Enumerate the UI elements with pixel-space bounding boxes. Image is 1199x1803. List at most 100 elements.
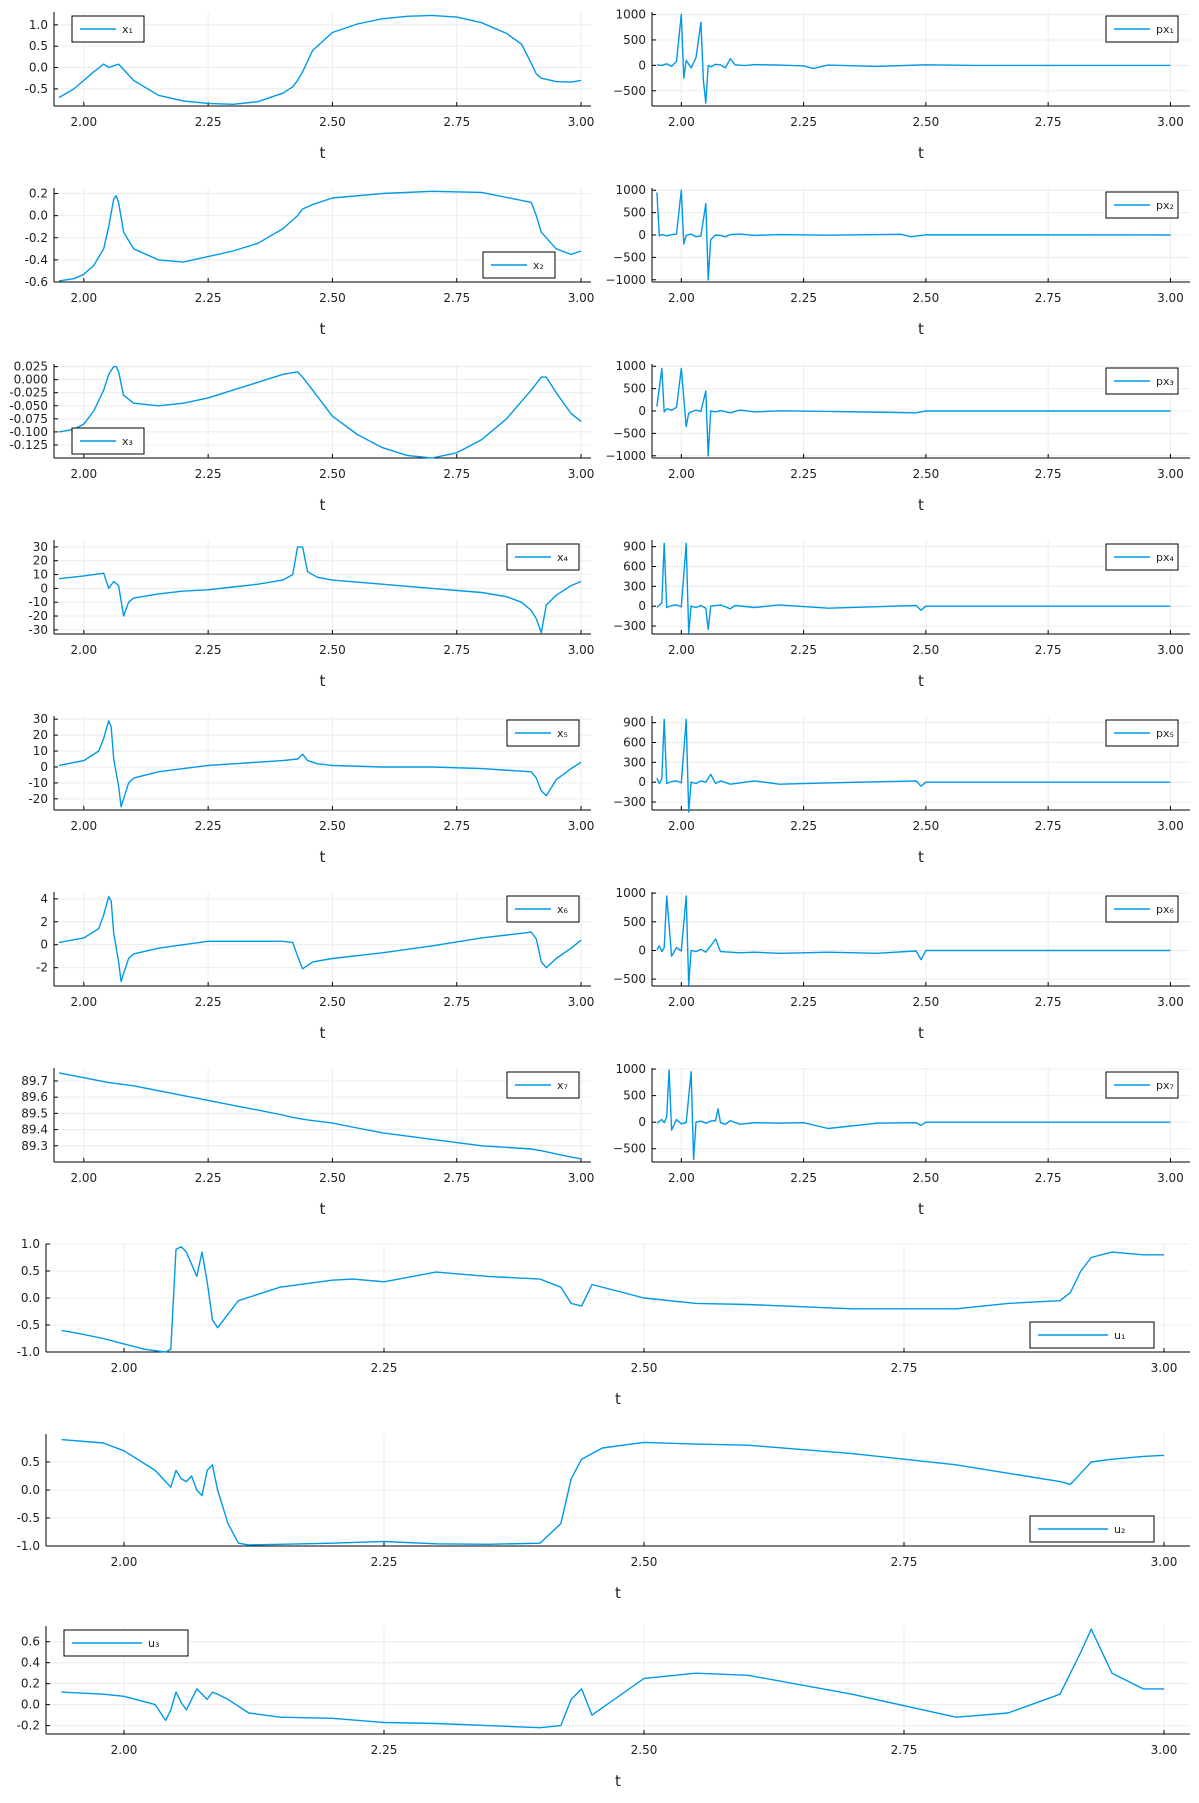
y-tick-label: 500: [623, 1089, 646, 1103]
series-line: [58, 1072, 582, 1160]
legend: px₄: [1105, 543, 1179, 571]
x-tick-label: 2.00: [70, 819, 97, 833]
x-tick-label: 3.00: [1157, 115, 1184, 129]
x-axis-label: t: [918, 320, 924, 338]
y-tick-label: -30: [28, 623, 48, 637]
x-tick-label: 2.00: [668, 995, 695, 1009]
x-tick-label: 2.00: [70, 467, 97, 481]
legend: px₂: [1105, 191, 1179, 219]
x-tick-label: 2.75: [1035, 467, 1062, 481]
chart-panel-15: 2.00 2.25 2.50 2.75 3.00 -1.0 -0.5 0.0 0.5 1.0 t u₁: [17, 1237, 1190, 1408]
y-tick-label: −1000: [605, 449, 646, 463]
x-axis-label: t: [615, 1772, 621, 1790]
legend-label: px₃: [1156, 375, 1174, 388]
y-tick-label: -20: [28, 609, 48, 623]
x-tick-label: 2.50: [913, 995, 940, 1009]
x-tick-label: 3.00: [1157, 291, 1184, 305]
x-tick-label: 2.75: [891, 1361, 918, 1375]
y-tick-label: 0.025: [14, 360, 48, 374]
x-tick-label: 2.00: [668, 115, 695, 129]
y-tick-label: 500: [623, 206, 646, 220]
x-tick-label: 2.75: [443, 115, 470, 129]
y-tick-label: -0.6: [25, 275, 48, 289]
x-tick-label: 2.00: [111, 1555, 138, 1569]
x-tick-label: 2.75: [443, 467, 470, 481]
chart-panel-14: 2.00 2.25 2.50 2.75 3.00 −500 0 500 1000 t px₇: [613, 1062, 1190, 1218]
chart-panel-8: 2.00 2.25 2.50 2.75 3.00 −300 0 300 600 900 t px₄: [613, 540, 1190, 690]
y-tick-label: 1000: [615, 8, 646, 22]
x-tick-label: 2.00: [70, 995, 97, 1009]
x-tick-label: 2.00: [668, 819, 695, 833]
y-tick-label: 0: [638, 228, 646, 242]
y-tick-label: 30: [33, 712, 48, 726]
y-tick-label: -2: [36, 961, 48, 975]
y-tick-label: 89.6: [21, 1090, 48, 1104]
y-tick-label: 0: [40, 938, 48, 952]
x-axis-label: t: [615, 1584, 621, 1602]
y-tick-label: 89.3: [21, 1139, 48, 1153]
y-tick-label: 600: [623, 559, 646, 573]
legend-label: px₆: [1156, 903, 1174, 916]
x-tick-label: 2.00: [111, 1361, 138, 1375]
legend: x₅: [506, 719, 580, 747]
series-line: [656, 1069, 1171, 1161]
series-line: [58, 546, 582, 634]
x-tick-label: 3.00: [568, 643, 595, 657]
series-line: [61, 1438, 1165, 1546]
y-tick-label: -0.125: [9, 438, 48, 452]
x-tick-label: 2.00: [668, 291, 695, 305]
chart-panel-17: 2.00 2.25 2.50 2.75 3.00 -0.2 0.0 0.2 0.4 0.6 t u₃: [17, 1626, 1190, 1790]
y-tick-label: 1000: [615, 183, 646, 197]
legend: x₂: [482, 251, 556, 279]
y-tick-label: 500: [623, 33, 646, 47]
legend-label: px₅: [1156, 727, 1174, 740]
y-tick-label: 0: [638, 58, 646, 72]
x-tick-label: 2.25: [790, 467, 817, 481]
y-tick-label: 0.2: [21, 1677, 40, 1691]
x-tick-label: 2.25: [195, 995, 222, 1009]
legend-label: x₁: [122, 23, 133, 36]
chart-panel-12: 2.00 2.25 2.50 2.75 3.00 −500 0 500 1000 t px₆: [613, 886, 1190, 1042]
chart-panel-10: 2.00 2.25 2.50 2.75 3.00 −300 0 300 600 900 t px₅: [613, 716, 1190, 866]
legend: px₆: [1105, 895, 1179, 923]
y-tick-label: 10: [33, 744, 48, 758]
x-tick-label: 2.00: [70, 643, 97, 657]
x-tick-label: 2.25: [790, 1171, 817, 1185]
x-axis-label: t: [918, 672, 924, 690]
x-tick-label: 2.75: [891, 1555, 918, 1569]
y-tick-label: 0.0: [21, 1698, 40, 1712]
y-tick-label: -20: [28, 792, 48, 806]
legend: x₃: [71, 427, 145, 455]
series-line: [58, 190, 582, 282]
x-tick-label: 2.50: [913, 819, 940, 833]
x-tick-label: 3.00: [1157, 995, 1184, 1009]
x-tick-label: 3.00: [1157, 643, 1184, 657]
x-tick-label: 2.75: [1035, 291, 1062, 305]
series-line: [58, 720, 582, 808]
x-tick-label: 2.25: [790, 115, 817, 129]
x-tick-label: 2.25: [371, 1361, 398, 1375]
y-tick-label: -0.025: [9, 386, 48, 400]
x-tick-label: 2.00: [111, 1743, 138, 1757]
x-tick-label: 3.00: [568, 467, 595, 481]
y-tick-label: -0.100: [9, 425, 48, 439]
x-tick-label: 2.50: [319, 819, 346, 833]
x-tick-label: 2.50: [913, 291, 940, 305]
legend-label: px₄: [1156, 551, 1174, 564]
series-line: [58, 895, 582, 983]
x-axis-label: t: [320, 848, 326, 866]
chart-panel-13: 2.00 2.25 2.50 2.75 3.00 89.3 89.4 89.5 89.6 89.7…: [21, 1068, 594, 1218]
y-tick-label: 300: [623, 579, 646, 593]
x-tick-label: 2.00: [70, 291, 97, 305]
x-tick-label: 3.00: [568, 115, 595, 129]
y-tick-label: 89.7: [21, 1074, 48, 1088]
y-tick-label: 500: [623, 382, 646, 396]
y-tick-label: -1.0: [17, 1539, 40, 1553]
x-tick-label: 2.75: [443, 643, 470, 657]
y-tick-label: 1000: [615, 886, 646, 900]
legend-label: px₇: [1156, 1079, 1174, 1092]
x-tick-label: 2.00: [668, 1171, 695, 1185]
legend: u₁: [1029, 1321, 1155, 1349]
x-tick-label: 2.75: [1035, 819, 1062, 833]
